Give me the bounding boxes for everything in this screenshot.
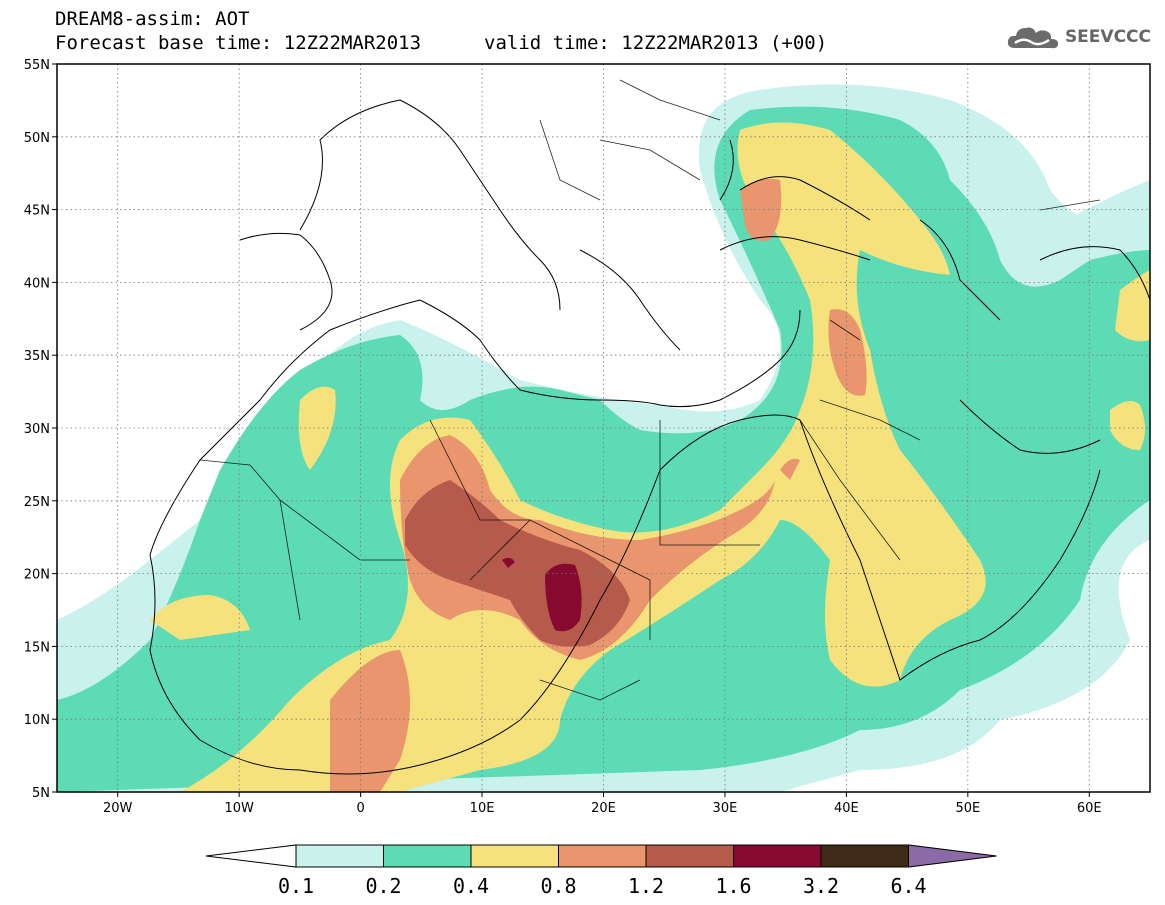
lat-label: 20N [24, 568, 50, 583]
lat-label: 10N [24, 713, 50, 728]
lon-label: 40E [834, 801, 859, 816]
lat-label: 40N [24, 276, 50, 291]
lat-label: 15N [24, 640, 50, 655]
latitude-labels: 55N 50N 45N 40N 35N 30N 25N 20N 15N 10N 5N [24, 58, 57, 801]
coastlines [149, 99, 1150, 775]
lat-label: 35N [24, 349, 50, 364]
lon-label: 10E [470, 801, 495, 816]
forecast-base-time: Forecast base time: 12Z22MAR2013 [55, 32, 422, 54]
longitude-labels: 20W 10W 0 10E 20E 30E 40E 50E 60E [103, 792, 1102, 816]
lat-label: 5N [32, 786, 50, 801]
lat-label: 25N [24, 495, 50, 510]
seevccc-logo: SEEVCCC [1005, 22, 1151, 52]
lat-label: 45N [24, 204, 50, 219]
lon-label: 20E [591, 801, 616, 816]
lon-label: 50E [955, 801, 980, 816]
map-title: DREAM8-assim: AOT [55, 8, 250, 30]
cloud-icon [1007, 27, 1059, 49]
lon-label: 0 [356, 801, 364, 816]
lat-label: 30N [24, 422, 50, 437]
lon-label: 60E [1077, 801, 1102, 816]
valid-time: valid time: 12Z22MAR2013 (+00) [484, 32, 828, 54]
lat-label: 55N [24, 58, 50, 73]
lon-label: 10W [224, 801, 254, 816]
country-borders [199, 79, 1101, 701]
lon-label: 20W [103, 801, 133, 816]
aot-band-0.8 [330, 178, 867, 792]
lat-label: 50N [24, 131, 50, 146]
logo-text: SEEVCCC [1064, 27, 1151, 47]
aot-band-1.6 [502, 557, 582, 632]
lon-label: 30E [713, 801, 738, 816]
